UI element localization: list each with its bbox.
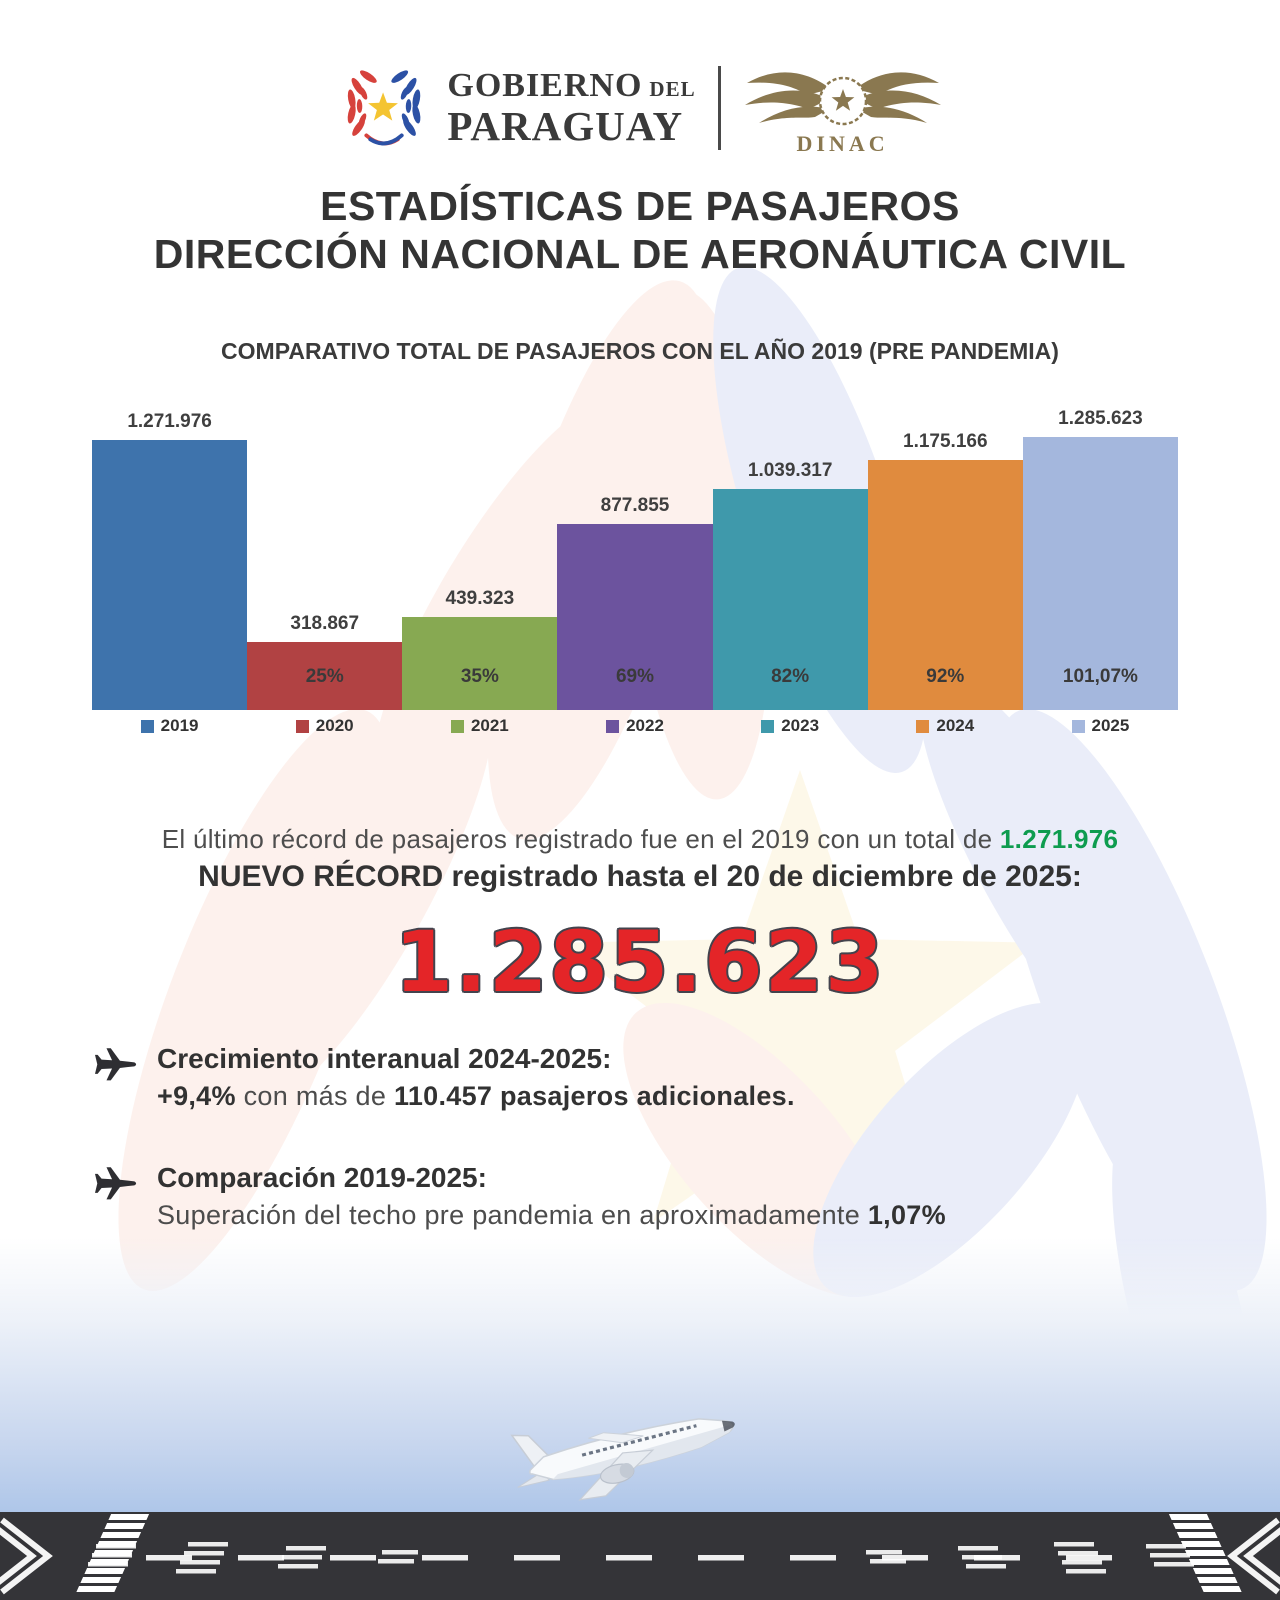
chart-legend: 2019 2020 2021 2022 2023 2024 2025 xyxy=(92,716,1178,736)
legend-item-2025: 2025 xyxy=(1023,716,1178,736)
record-line1-text: El último récord de pasajeros registrado… xyxy=(161,824,1000,854)
legend-item-2024: 2024 xyxy=(868,716,1023,736)
dinac-logo: DINAC xyxy=(743,59,943,157)
bar-percent-label-2023: 82% xyxy=(771,666,810,687)
bar-value-label-2024: 1.175.166 xyxy=(903,431,988,452)
dinac-wings-icon xyxy=(744,71,941,125)
record-line1: El último récord de pasajeros registrado… xyxy=(0,822,1280,856)
airliner-illustration xyxy=(510,1418,735,1501)
gobierno-word: GOBIERNO xyxy=(447,66,643,104)
legend-label-2025: 2025 xyxy=(1091,716,1130,735)
legend-item-2023: 2023 xyxy=(713,716,868,736)
bar-percent-label-2022: 69% xyxy=(615,666,654,687)
airplane-icon xyxy=(95,1167,137,1200)
header: GOBIERNO DEL PARAGUAY DINAC xyxy=(0,50,1280,165)
record-line2: NUEVO RÉCORD registrado hasta el 20 de d… xyxy=(198,860,1082,893)
page-title: ESTADÍSTICAS DE PASAJEROS DIRECCIÓN NACI… xyxy=(0,182,1280,278)
legend-label-2019: 2019 xyxy=(160,716,199,735)
runway-illustration xyxy=(0,1512,1280,1600)
bar-percent-label-2024: 92% xyxy=(926,666,965,687)
legend-label-2020: 2020 xyxy=(315,716,354,735)
bullet-body-segment: 1,07% xyxy=(867,1200,946,1230)
bar-2023: 1.039.317 82% xyxy=(712,460,868,710)
bar-2020: 318.867 25% xyxy=(247,613,403,710)
bullet-body-segment: +9,4% xyxy=(157,1081,236,1111)
legend-swatch-2019 xyxy=(140,719,154,733)
bar-column-2019: 1.271.976 xyxy=(92,411,248,710)
record-line1-highlight: 1.271.976 xyxy=(999,824,1119,854)
gobierno-paraguay-wordmark: GOBIERNO DEL PARAGUAY xyxy=(447,66,696,149)
legend-swatch-2025 xyxy=(1071,719,1085,733)
bar-2021: 439.323 35% xyxy=(402,588,558,710)
bullet-body-segment: con más de xyxy=(235,1081,394,1111)
legend-item-2021: 2021 xyxy=(402,716,557,736)
bar-value-label-2019: 1.271.976 xyxy=(127,411,212,432)
bar-percent-label-2025: 101,07% xyxy=(1062,666,1138,687)
paraguay-wreath-icon xyxy=(348,69,421,145)
bar-2022: 877.855 69% xyxy=(557,495,713,710)
bullet-body: +9,4% con más de 110.457 pasajeros adici… xyxy=(157,1076,795,1116)
dinac-label: DINAC xyxy=(796,130,889,156)
legend-label-2024: 2024 xyxy=(936,716,975,735)
del-word: DEL xyxy=(649,76,696,101)
record-block: El último récord de pasajeros registrado… xyxy=(0,822,1280,1008)
bar-value-label-2023: 1.039.317 xyxy=(747,460,833,481)
bullet-text: Crecimiento interanual 2024-2025: +9,4% c… xyxy=(157,1042,795,1116)
bar-column-2024: 1.175.166 92% xyxy=(867,431,1023,710)
gobierno-paraguay-logo: GOBIERNO DEL PARAGUAY xyxy=(337,58,695,158)
legend-item-2019: 2019 xyxy=(92,716,247,736)
page-title-line2: DIRECCIÓN NACIONAL DE AERONÁUTICA CIVIL xyxy=(153,231,1127,277)
bullet-body-segment: 110.457 pasajeros adicionales. xyxy=(394,1081,795,1111)
bar-column-2022: 877.855 69% xyxy=(557,437,713,710)
bar-column-2020: 318.867 25% xyxy=(247,437,403,710)
bar-percent-label-2020: 25% xyxy=(305,666,344,687)
legend-item-2022: 2022 xyxy=(557,716,712,736)
bullet-item-1: Crecimiento interanual 2024-2025: +9,4% c… xyxy=(95,1042,1185,1116)
bar-percent-label-2021: 35% xyxy=(460,666,499,687)
bar-column-2025: 1.285.623 101,07% xyxy=(1022,408,1178,710)
bar-column-2023: 1.039.317 82% xyxy=(712,437,868,710)
bar-2024: 1.175.166 92% xyxy=(867,431,1023,710)
bar-2019: 1.271.976 xyxy=(92,411,248,710)
legend-swatch-2024 xyxy=(916,719,930,733)
bar-column-2021: 439.323 35% xyxy=(402,437,558,710)
logo-divider xyxy=(717,65,721,150)
bullet-body: Superación del techo pre pandemia en apr… xyxy=(157,1195,946,1235)
legend-swatch-2023 xyxy=(761,719,775,733)
bar-value-label-2021: 439.323 xyxy=(445,588,515,609)
legend-label-2021: 2021 xyxy=(470,716,509,735)
bullet-item-2: Comparación 2019-2025: Superación del tec… xyxy=(95,1161,1185,1235)
highlights-list: Crecimiento interanual 2024-2025: +9,4% c… xyxy=(95,1042,1185,1280)
legend-swatch-2020 xyxy=(295,719,309,733)
legend-item-2020: 2020 xyxy=(247,716,402,736)
airplane-icon xyxy=(95,1048,137,1081)
bullet-text: Comparación 2019-2025: Superación del tec… xyxy=(157,1161,946,1235)
page-title-line1: ESTADÍSTICAS DE PASAJEROS xyxy=(320,183,960,229)
new-record-number: 1.285.623 xyxy=(394,913,886,1011)
chart-title: COMPARATIVO TOTAL DE PASAJEROS CON EL AÑ… xyxy=(221,338,1059,364)
legend-label-2022: 2022 xyxy=(626,716,664,735)
bullet-heading: Crecimiento interanual 2024-2025: xyxy=(157,1043,612,1074)
legend-swatch-2021 xyxy=(450,719,464,733)
bar-chart: 1.271.976 318.867 25% 439.323 35% 877.855 69% 1… xyxy=(92,408,1178,710)
legend-label-2023: 2023 xyxy=(781,716,820,735)
paraguay-word: PARAGUAY xyxy=(447,102,684,149)
bar-value-label-2025: 1.285.623 xyxy=(1058,408,1143,429)
legend-swatch-2022 xyxy=(606,719,620,733)
bullet-body-segment: Superación del techo pre pandemia en apr… xyxy=(157,1200,868,1230)
bar-2025: 1.285.623 101,07% xyxy=(1022,408,1178,710)
bar-value-label-2022: 877.855 xyxy=(600,495,670,516)
bullet-heading: Comparación 2019-2025: xyxy=(157,1162,487,1193)
bar-value-label-2020: 318.867 xyxy=(290,613,360,634)
